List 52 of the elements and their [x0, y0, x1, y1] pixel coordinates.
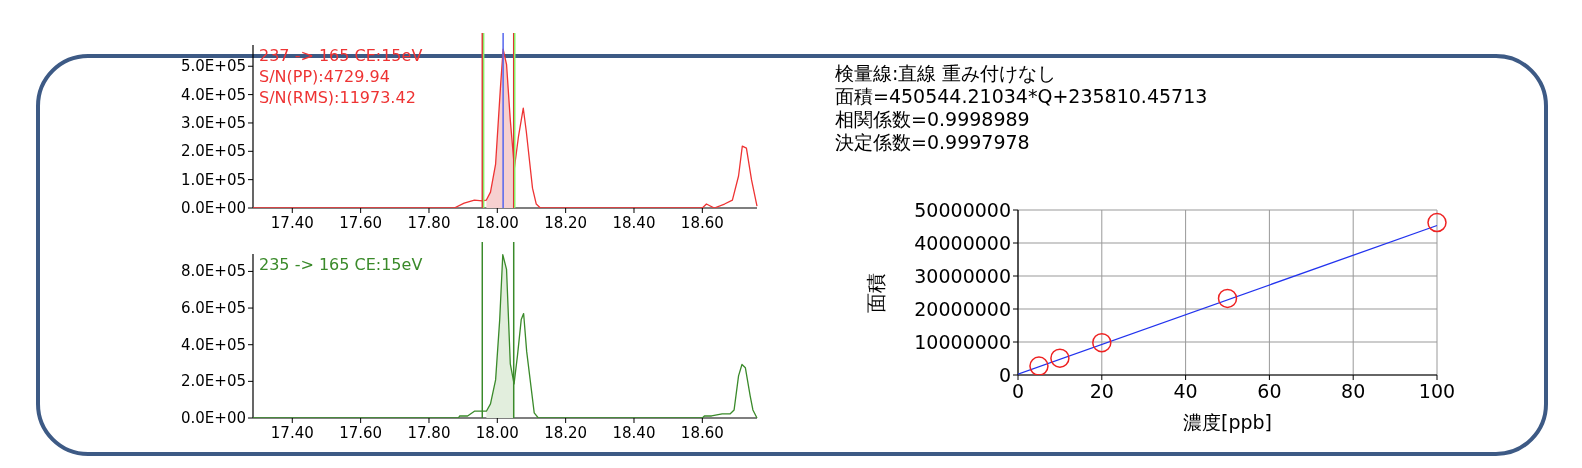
x-tick-label: 20 — [1089, 380, 1114, 403]
x-tick-label: 80 — [1341, 380, 1366, 403]
y-tick-label: 30000000 — [914, 265, 1011, 287]
x-tick-label: 40 — [1173, 380, 1198, 403]
y-tick-label: 10000000 — [914, 331, 1011, 353]
x-tick-label: 18.60 — [680, 424, 724, 442]
x-tick-label: 17.80 — [407, 214, 451, 232]
y-axis-title: 面積 — [864, 272, 888, 313]
text: 237 -> 165 CE:15eV — [259, 46, 423, 65]
x-tick-label: 18.60 — [680, 214, 724, 232]
y-tick-label: 0 — [998, 364, 1011, 386]
point — [1092, 332, 1112, 353]
x-tick-label: 0 — [1011, 380, 1025, 403]
y-tick-label: 4.0E+05 — [181, 85, 246, 104]
x-tick-label: 18.20 — [544, 424, 588, 442]
x-tick-label: 17.40 — [270, 214, 314, 232]
x-tick-label: 18.20 — [544, 214, 588, 232]
y-tick-label: 6.0E+05 — [181, 299, 246, 318]
x-tick-label: 18.40 — [612, 214, 656, 232]
x-tick-label: 17.60 — [339, 424, 383, 442]
y-tick-label: 3.0E+05 — [181, 113, 246, 132]
y-tick-label: 4.0E+05 — [181, 335, 246, 354]
annotation: S/N(RMS):11973.42 — [259, 88, 416, 107]
x-tick-label: 17.80 — [407, 424, 451, 442]
x-tick-label: 18.40 — [612, 424, 656, 442]
y-tick-label: 1.0E+05 — [181, 170, 246, 189]
x-tick-label: 60 — [1257, 380, 1282, 403]
y-tick-label: 5.0E+05 — [181, 57, 246, 76]
y-tick-label: 40000000 — [914, 232, 1011, 254]
y-tick-label: 2.0E+05 — [181, 142, 246, 161]
x-tick-label: 17.60 — [339, 214, 383, 232]
x-axis-title: 濃度[ppb] — [1182, 410, 1273, 433]
text: 面積=450544.21034*Q+235810.45713 — [835, 85, 1208, 107]
point — [1029, 356, 1049, 375]
y-tick-label: 0.0E+00 — [181, 199, 246, 217]
point — [1050, 348, 1070, 368]
text: 相関係数=0.9998989 — [835, 108, 1030, 130]
y-tick-label: 20000000 — [914, 298, 1011, 320]
y-tick-label: 50000000 — [914, 199, 1011, 221]
text: 決定係数=0.9997978 — [835, 131, 1030, 153]
point — [1217, 288, 1238, 309]
chart-title: 検量線:直線 重み付けなし — [835, 62, 1057, 84]
x-tick-label: 17.40 — [270, 424, 314, 442]
y-tick-label: 2.0E+05 — [181, 372, 246, 391]
annotation: S/N(PP):4729.94 — [259, 67, 390, 86]
x-tick-label: 18.00 — [475, 214, 519, 232]
y-tick-label: 8.0E+05 — [181, 262, 246, 281]
y-tick-label: 0.0E+00 — [181, 409, 246, 427]
x-tick-label: 100 — [1418, 380, 1456, 403]
x-tick-label: 18.00 — [475, 424, 519, 442]
text: 235 -> 165 CE:15eV — [259, 255, 423, 274]
point — [1427, 212, 1447, 233]
